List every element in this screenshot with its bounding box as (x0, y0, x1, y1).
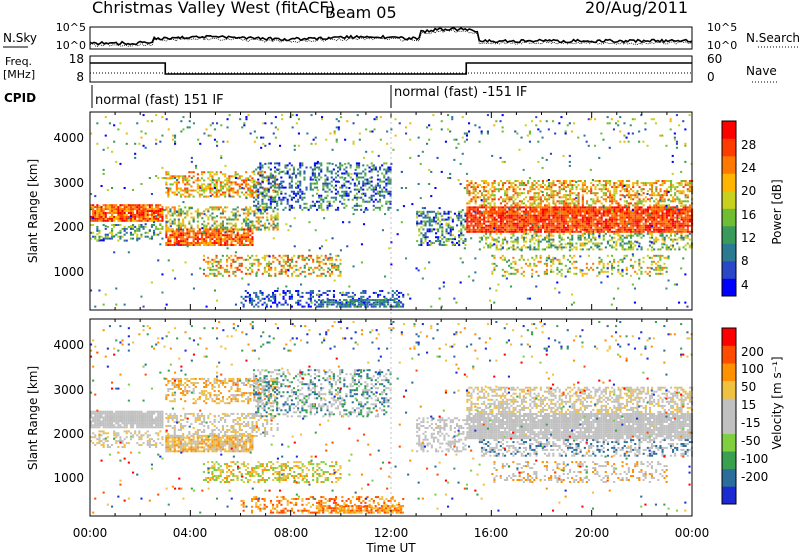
power-heatmap (90, 114, 694, 308)
power-cbar-tick-28: 28 (741, 138, 756, 152)
xtick-2: 08:00 (274, 526, 309, 540)
vel-cbar-tick-m15: -15 (741, 416, 761, 430)
x-axis: 00:00 04:00 08:00 12:00 16:00 20:00 00:0… (73, 526, 710, 554)
freq-panel: Freq. [MHz] 18 8 60 0 Nave (3, 52, 778, 84)
vel-cbar-tick-m200: -200 (741, 470, 768, 484)
power-cbar-tick-16: 16 (741, 208, 756, 222)
freq-right-tick-low: 0 (707, 70, 715, 84)
cpid-label: CPID (4, 91, 36, 105)
xtick-3: 12:00 (374, 526, 409, 540)
vel-cbar-tick-m50: -50 (741, 434, 761, 448)
noise-search-label: N.Search (746, 31, 800, 45)
xtick-6: 00:00 (675, 526, 710, 540)
nave-label: Nave (746, 64, 777, 78)
xtick-5: 20:00 (575, 526, 610, 540)
cpid-mode-1: normal (fast) 151 IF (95, 93, 224, 108)
power-ytick-4000: 4000 (53, 131, 84, 145)
noise-search-line (89, 29, 693, 47)
vel-cbar-tick-15: 15 (741, 398, 756, 412)
power-colorbar: 28 24 20 16 12 8 4 Power [dB] (721, 120, 784, 297)
noise-right-tick-high: 10^5 (707, 21, 737, 34)
freq-right-tick-high: 60 (707, 52, 722, 66)
date-title: 20/Aug/2011 (585, 0, 688, 17)
vel-ytick-3000: 3000 (53, 383, 84, 397)
power-cbar-tick-12: 12 (741, 231, 756, 245)
power-ytick-1000: 1000 (53, 265, 84, 279)
freq-left-tick-high: 18 (69, 52, 84, 66)
power-ylabel: Slant Range [km] (26, 159, 40, 263)
vel-cbar-tick-200: 200 (741, 345, 764, 359)
noise-left-tick-low: 10^0 (56, 39, 86, 52)
power-cbar-tick-24: 24 (741, 161, 756, 175)
vel-ytick-4000: 4000 (53, 338, 84, 352)
vel-ylabel: Slant Range [km] (26, 366, 40, 470)
velocity-heatmap (90, 321, 694, 514)
vel-ytick-1000: 1000 (53, 471, 84, 485)
vel-cbar-label: Velocity [m s⁻¹] (770, 356, 784, 449)
x-axis-label: Time UT (365, 541, 416, 554)
power-cbar-tick-4: 4 (741, 278, 749, 292)
cpid-panel: CPID normal (fast) 151 IF normal (fast) … (4, 85, 527, 108)
velocity-panel: 1000 2000 3000 4000 Slant Range [km] (26, 318, 694, 517)
xtick-1: 04:00 (173, 526, 208, 540)
cpid-mode-2: normal (fast) -151 IF (394, 85, 527, 100)
freq-label-line2: [MHz] (3, 68, 35, 81)
vel-cbar-tick-m100: -100 (741, 452, 768, 466)
xtick-0: 00:00 (73, 526, 108, 540)
noise-panel: N.Sky 10^5 10^0 10^5 10^0 N.Search (3, 21, 800, 52)
vel-cbar-tick-50: 50 (741, 380, 756, 394)
xtick-4: 16:00 (474, 526, 509, 540)
vel-cbar-tick-100: 100 (741, 362, 764, 376)
power-panel: 1000 2000 3000 4000 Slant Range [km] (26, 111, 694, 311)
noise-sky-label: N.Sky (3, 31, 37, 45)
freq-line (90, 62, 692, 75)
power-cbar-tick-20: 20 (741, 184, 756, 198)
station-title: Christmas Valley West (fitACF) (92, 0, 335, 17)
velocity-colorbar: 200 100 50 15 -15 -50 -100 -200 Velocity… (721, 327, 784, 505)
freq-left-tick-low: 8 (76, 70, 84, 84)
vel-ytick-2000: 2000 (53, 427, 84, 441)
noise-sky-line (89, 26, 693, 46)
power-ytick-2000: 2000 (53, 220, 84, 234)
power-cbar-label: Power [dB] (770, 179, 784, 244)
power-cbar-tick-8: 8 (741, 254, 749, 268)
freq-label-line1: Freq. (5, 55, 32, 68)
noise-right-tick-low: 10^0 (707, 39, 737, 52)
power-ytick-3000: 3000 (53, 176, 84, 190)
noise-left-tick-high: 10^5 (56, 21, 86, 34)
beam-title: Beam 05 (325, 3, 397, 22)
